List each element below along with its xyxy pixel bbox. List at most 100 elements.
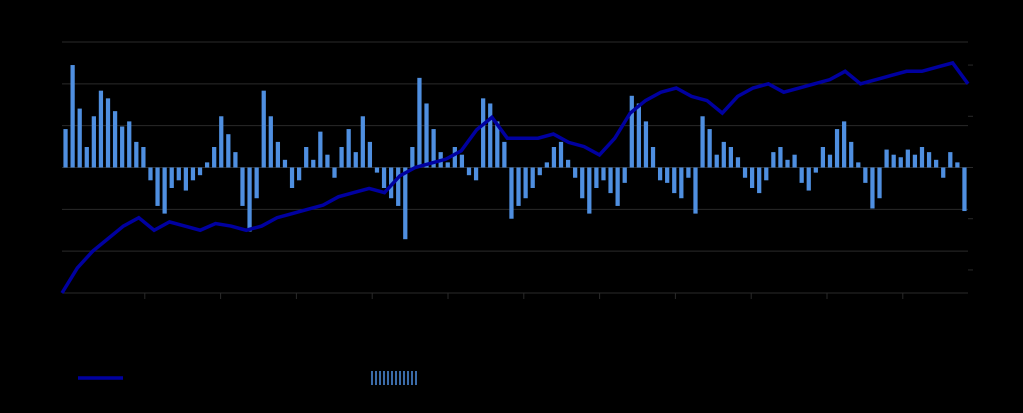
x-tick-label: 1 (557, 311, 566, 330)
bar (764, 167, 769, 181)
y2-unit: % (1000, 5, 1015, 24)
bar (403, 167, 408, 240)
y-unit: % (10, 5, 25, 24)
bar (367, 141, 373, 168)
bar (240, 167, 245, 206)
bar (466, 167, 472, 176)
bar (813, 167, 818, 173)
bar (636, 103, 641, 168)
bar (424, 103, 429, 168)
bar (141, 147, 146, 168)
bar (650, 147, 656, 168)
x-tick-label: 7 (102, 311, 111, 330)
bar (693, 167, 698, 214)
bar (488, 103, 493, 168)
bar (934, 159, 939, 168)
bar (325, 154, 330, 168)
bar (495, 121, 500, 168)
bar (792, 154, 797, 168)
bar (551, 147, 557, 168)
bar (827, 154, 833, 168)
bar (679, 167, 684, 199)
bar (898, 157, 903, 168)
y2-tick-label: 0 (999, 157, 1008, 176)
bar (863, 167, 868, 183)
bar (771, 152, 776, 168)
bar (396, 167, 401, 206)
x-tick-label: 9 (254, 311, 263, 330)
bar (311, 159, 316, 168)
bar (884, 149, 889, 168)
bar (941, 167, 946, 178)
bar (318, 131, 323, 168)
bar (445, 162, 450, 168)
bar (842, 121, 847, 168)
bar (197, 167, 203, 176)
bar (877, 167, 882, 199)
bar (452, 147, 457, 168)
y2-tick-label: 4 (999, 55, 1008, 74)
bar (219, 116, 224, 168)
bar (77, 108, 82, 168)
bar (176, 167, 181, 181)
bar (289, 167, 295, 188)
bar (955, 162, 960, 168)
y2-tick-label: 2 (999, 106, 1008, 125)
x-tick-label: 2 (633, 311, 642, 330)
bar (332, 167, 337, 178)
bar (204, 162, 210, 168)
bar (353, 152, 358, 168)
bar (891, 154, 896, 168)
bar (665, 167, 670, 183)
bar (261, 90, 266, 168)
bar (757, 167, 762, 194)
bar (742, 167, 748, 178)
bar (856, 162, 861, 168)
bar (70, 65, 75, 168)
bar (417, 77, 422, 168)
bar (615, 167, 620, 206)
year-label: 2017 (731, 343, 769, 362)
bar (509, 167, 514, 219)
bar (212, 147, 217, 168)
bar (155, 167, 160, 206)
bar (183, 167, 188, 191)
bar (601, 167, 606, 181)
bar (912, 154, 918, 168)
bar (643, 121, 649, 168)
line (60, 60, 970, 294)
bar (84, 147, 89, 168)
bar (431, 129, 436, 168)
bar (905, 149, 910, 168)
bar (919, 147, 925, 168)
bar (558, 141, 564, 168)
bar (254, 167, 259, 199)
bar (268, 116, 273, 168)
x-tick-label: 12 (476, 311, 495, 330)
bar (459, 154, 465, 168)
y-tick-label: 0 (35, 282, 44, 301)
bar (629, 95, 634, 168)
bar (672, 167, 677, 194)
bar (580, 167, 585, 199)
bar (799, 167, 804, 183)
bar (282, 159, 288, 168)
legend-label: Rullande veckoavkastningar (höger) (427, 367, 699, 386)
bar (926, 152, 932, 168)
bar (134, 141, 139, 168)
bar (381, 167, 387, 188)
bar (481, 98, 486, 168)
bar (594, 167, 599, 188)
y-tick-label: 10 (25, 199, 44, 218)
bar (537, 167, 542, 176)
bar (657, 167, 663, 181)
x-tick-label: 3 (709, 311, 718, 330)
bar (127, 121, 132, 168)
bar (806, 167, 811, 191)
bar (112, 111, 118, 168)
x-tick-label: 6 (936, 311, 945, 330)
x-tick-label: 11 (401, 311, 419, 330)
bar (834, 129, 840, 168)
bar (778, 147, 783, 168)
bar (360, 116, 365, 168)
